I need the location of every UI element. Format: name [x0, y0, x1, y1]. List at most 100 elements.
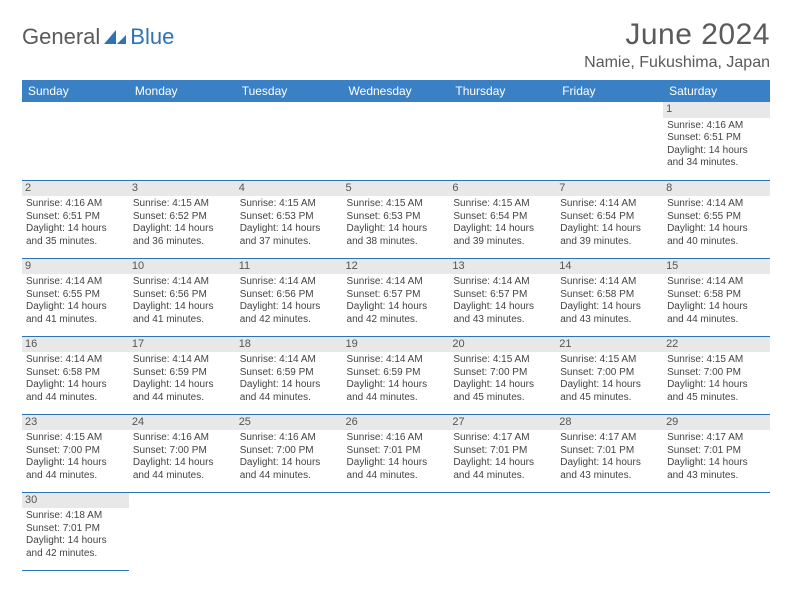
day-number: 14: [556, 259, 663, 275]
day-number: 13: [449, 259, 556, 275]
calendar-week-row: 16Sunrise: 4:14 AMSunset: 6:58 PMDayligh…: [22, 336, 770, 414]
logo-text-general: General: [22, 24, 100, 50]
calendar-week-row: 23Sunrise: 4:15 AMSunset: 7:00 PMDayligh…: [22, 414, 770, 492]
sunset-line: Sunset: 7:01 PM: [347, 445, 446, 458]
sunset-line: Sunset: 6:55 PM: [26, 289, 125, 302]
sunset-line: Sunset: 7:01 PM: [560, 445, 659, 458]
sunrise-line: Sunrise: 4:14 AM: [26, 354, 125, 367]
sunrise-line: Sunrise: 4:16 AM: [133, 432, 232, 445]
sunset-line: Sunset: 6:57 PM: [347, 289, 446, 302]
sunset-line: Sunset: 6:58 PM: [667, 289, 766, 302]
daylight-line: Daylight: 14 hours and 35 minutes.: [26, 223, 125, 248]
sunset-line: Sunset: 6:56 PM: [133, 289, 232, 302]
sunset-line: Sunset: 6:53 PM: [240, 211, 339, 224]
calendar-empty-cell: [663, 492, 770, 570]
sunrise-line: Sunrise: 4:15 AM: [240, 198, 339, 211]
header: General Blue June 2024 Namie, Fukushima,…: [22, 18, 770, 72]
calendar-day-cell: 2Sunrise: 4:16 AMSunset: 6:51 PMDaylight…: [22, 180, 129, 258]
calendar-day-cell: 16Sunrise: 4:14 AMSunset: 6:58 PMDayligh…: [22, 336, 129, 414]
daylight-line: Daylight: 14 hours and 39 minutes.: [560, 223, 659, 248]
calendar-day-cell: 4Sunrise: 4:15 AMSunset: 6:53 PMDaylight…: [236, 180, 343, 258]
sunrise-line: Sunrise: 4:16 AM: [26, 198, 125, 211]
calendar-day-cell: 8Sunrise: 4:14 AMSunset: 6:55 PMDaylight…: [663, 180, 770, 258]
day-number: 23: [22, 415, 129, 431]
sunset-line: Sunset: 7:00 PM: [453, 367, 552, 380]
day-number: 11: [236, 259, 343, 275]
sunrise-line: Sunrise: 4:14 AM: [560, 276, 659, 289]
sunset-line: Sunset: 7:00 PM: [667, 367, 766, 380]
daylight-line: Daylight: 14 hours and 43 minutes.: [453, 301, 552, 326]
calendar-day-cell: 10Sunrise: 4:14 AMSunset: 6:56 PMDayligh…: [129, 258, 236, 336]
calendar-day-cell: 23Sunrise: 4:15 AMSunset: 7:00 PMDayligh…: [22, 414, 129, 492]
daylight-line: Daylight: 14 hours and 43 minutes.: [560, 301, 659, 326]
weekday-friday: Friday: [556, 80, 663, 102]
sunset-line: Sunset: 6:51 PM: [26, 211, 125, 224]
day-number: 9: [22, 259, 129, 275]
sunrise-line: Sunrise: 4:14 AM: [347, 276, 446, 289]
sunset-line: Sunset: 6:59 PM: [133, 367, 232, 380]
calendar-day-cell: 22Sunrise: 4:15 AMSunset: 7:00 PMDayligh…: [663, 336, 770, 414]
daylight-line: Daylight: 14 hours and 42 minutes.: [347, 301, 446, 326]
calendar-day-cell: 17Sunrise: 4:14 AMSunset: 6:59 PMDayligh…: [129, 336, 236, 414]
logo: General Blue: [22, 18, 174, 50]
calendar-day-cell: 1Sunrise: 4:16 AMSunset: 6:51 PMDaylight…: [663, 102, 770, 180]
calendar-day-cell: 19Sunrise: 4:14 AMSunset: 6:59 PMDayligh…: [343, 336, 450, 414]
daylight-line: Daylight: 14 hours and 40 minutes.: [667, 223, 766, 248]
day-number: 8: [663, 181, 770, 197]
sunset-line: Sunset: 6:52 PM: [133, 211, 232, 224]
day-number: 30: [22, 493, 129, 509]
sunrise-line: Sunrise: 4:18 AM: [26, 510, 125, 523]
daylight-line: Daylight: 14 hours and 45 minutes.: [453, 379, 552, 404]
sunset-line: Sunset: 6:57 PM: [453, 289, 552, 302]
calendar-day-cell: 7Sunrise: 4:14 AMSunset: 6:54 PMDaylight…: [556, 180, 663, 258]
weekday-wednesday: Wednesday: [343, 80, 450, 102]
calendar-day-cell: 15Sunrise: 4:14 AMSunset: 6:58 PMDayligh…: [663, 258, 770, 336]
calendar-week-row: 9 Sunrise: 4:14 AM Sunset: 6:55 PM Daylight…: [22, 258, 770, 336]
sunset-line: Sunset: 6:56 PM: [240, 289, 339, 302]
calendar-day-cell: 9Sunrise: 4:14 AMSunset: 6:55 PMDaylight…: [22, 258, 129, 336]
daylight-line: Daylight: 14 hours and 43 minutes.: [667, 457, 766, 482]
day-number: 26: [343, 415, 450, 431]
daylight-line: Daylight: 14 hours and 44 minutes.: [26, 379, 125, 404]
sunrise-line: Sunrise: 4:15 AM: [26, 432, 125, 445]
day-number: 22: [663, 337, 770, 353]
sunrise-line: Sunrise: 4:14 AM: [560, 198, 659, 211]
calendar-day-cell: 12Sunrise: 4:14 AMSunset: 6:57 PMDayligh…: [343, 258, 450, 336]
sunset-line: Sunset: 7:00 PM: [240, 445, 339, 458]
daylight-line: Daylight: 14 hours and 45 minutes.: [667, 379, 766, 404]
day-number: 24: [129, 415, 236, 431]
day-number: 12: [343, 259, 450, 275]
page-title: June 2024: [584, 18, 770, 52]
day-number: 29: [663, 415, 770, 431]
day-number: 21: [556, 337, 663, 353]
calendar-day-cell: 26Sunrise: 4:16 AMSunset: 7:01 PMDayligh…: [343, 414, 450, 492]
sunset-line: Sunset: 6:54 PM: [560, 211, 659, 224]
daylight-line: Daylight: 14 hours and 43 minutes.: [560, 457, 659, 482]
calendar-day-cell: 27Sunrise: 4:17 AMSunset: 7:01 PMDayligh…: [449, 414, 556, 492]
calendar-day-cell: 29Sunrise: 4:17 AMSunset: 7:01 PMDayligh…: [663, 414, 770, 492]
sunrise-line: Sunrise: 4:17 AM: [453, 432, 552, 445]
daylight-line: Daylight: 14 hours and 42 minutes.: [26, 535, 125, 560]
daylight-line: Daylight: 14 hours and 42 minutes.: [240, 301, 339, 326]
calendar-empty-cell: [449, 102, 556, 180]
daylight-line: Daylight: 14 hours and 44 minutes.: [240, 379, 339, 404]
calendar-day-cell: 24Sunrise: 4:16 AMSunset: 7:00 PMDayligh…: [129, 414, 236, 492]
sunset-line: Sunset: 7:01 PM: [453, 445, 552, 458]
daylight-line: Daylight: 14 hours and 44 minutes.: [347, 379, 446, 404]
sunrise-line: Sunrise: 4:15 AM: [133, 198, 232, 211]
calendar-day-cell: 14Sunrise: 4:14 AMSunset: 6:58 PMDayligh…: [556, 258, 663, 336]
day-number: 5: [343, 181, 450, 197]
sunrise-line: Sunrise: 4:14 AM: [453, 276, 552, 289]
daylight-line: Daylight: 14 hours and 44 minutes.: [133, 457, 232, 482]
calendar-day-cell: 20Sunrise: 4:15 AMSunset: 7:00 PMDayligh…: [449, 336, 556, 414]
day-number: 25: [236, 415, 343, 431]
daylight-line: Daylight: 14 hours and 44 minutes.: [133, 379, 232, 404]
day-number: 10: [129, 259, 236, 275]
sunrise-line: Sunrise: 4:15 AM: [453, 198, 552, 211]
day-number: 3: [129, 181, 236, 197]
daylight-line: Daylight: 14 hours and 38 minutes.: [347, 223, 446, 248]
sunrise-line: Sunrise: 4:14 AM: [240, 276, 339, 289]
sunset-line: Sunset: 6:51 PM: [667, 132, 766, 145]
sunset-line: Sunset: 7:00 PM: [133, 445, 232, 458]
weekday-header-row: Sunday Monday Tuesday Wednesday Thursday…: [22, 80, 770, 102]
